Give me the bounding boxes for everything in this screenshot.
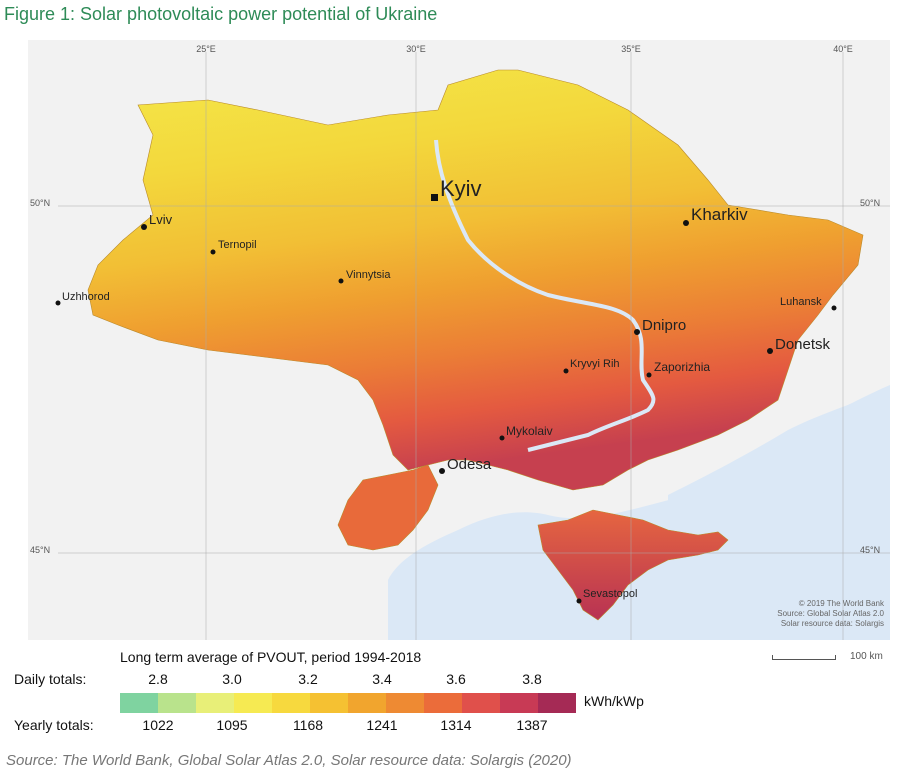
city-label-dnipro: Dnipro: [642, 317, 686, 334]
crimea: [537, 509, 729, 621]
daily-tick: 3.6: [446, 671, 466, 687]
city-label-vinnytsia: Vinnytsia: [346, 269, 391, 281]
city-label-uzhhorod: Uzhhorod: [62, 291, 110, 303]
yearly-tick: 1314: [440, 717, 472, 733]
budjak-region: [337, 464, 439, 551]
legend-title: Long term average of PVOUT, period 1994-…: [120, 649, 422, 665]
legend-swatch: [424, 693, 462, 713]
city-label-ternopil: Ternopil: [218, 239, 257, 251]
city-marker: [141, 224, 147, 230]
city-marker: [576, 598, 582, 604]
yearly-tick: 1241: [366, 717, 398, 733]
source-note: Source: The World Bank, Global Solar Atl…: [6, 752, 572, 769]
city-label-sevastopol: Sevastopol: [583, 588, 637, 600]
city-label-kryvyi-rih: Kryvyi Rih: [570, 358, 620, 370]
legend-swatch: [234, 693, 272, 713]
city-marker: [439, 468, 445, 474]
lon-label: 25°E: [196, 44, 216, 54]
scale-label: 100 km: [850, 651, 883, 662]
legend-swatch: [538, 693, 576, 713]
city-marker: [831, 305, 837, 311]
sea-of-azov: [668, 390, 890, 507]
daily-totals-label: Daily totals:: [14, 671, 87, 687]
lat-label-right: 45°N: [860, 545, 880, 555]
legend-swatch: [272, 693, 310, 713]
city-label-zaporizhia: Zaporizhia: [654, 360, 710, 374]
legend-swatch: [348, 693, 386, 713]
city-label-odesa: Odesa: [447, 456, 492, 473]
lon-label: 35°E: [621, 44, 641, 54]
city-label-mykolaiv: Mykolaiv: [506, 424, 553, 438]
legend-swatch: [120, 693, 158, 713]
lat-label-left: 45°N: [30, 545, 50, 555]
black-sea: [388, 385, 890, 640]
daily-tick: 2.8: [148, 671, 168, 687]
city-label-kharkiv: Kharkiv: [691, 205, 748, 224]
legend-swatch: [310, 693, 348, 713]
ukraine-mainland: [87, 69, 864, 491]
credit-line: © 2019 The World Bank: [799, 599, 885, 608]
city-marker: [55, 300, 61, 306]
city-marker: [210, 249, 216, 255]
legend: Long term average of PVOUT, period 1994-…: [0, 645, 900, 740]
figure-title: Figure 1: Solar photovoltaic power poten…: [4, 4, 438, 24]
city-marker: [767, 348, 773, 354]
city-label-luhansk: Luhansk: [780, 296, 822, 308]
city-marker: [683, 220, 689, 226]
legend-swatch: [158, 693, 196, 713]
yearly-tick: 1022: [142, 717, 174, 733]
legend-swatch: [462, 693, 500, 713]
yearly-tick: 1387: [516, 717, 548, 733]
legend-swatch: [196, 693, 234, 713]
yearly-tick: 1168: [292, 717, 324, 733]
lat-label-right: 50°N: [860, 198, 880, 208]
daily-tick: 3.8: [522, 671, 542, 687]
city-marker: [563, 368, 569, 374]
city-label-lviv: Lviv: [149, 212, 173, 227]
graticule: [58, 52, 890, 640]
daily-tick: 3.0: [222, 671, 242, 687]
city-marker: [499, 435, 505, 441]
city-marker: [634, 329, 640, 335]
yearly-totals-label: Yearly totals:: [14, 717, 94, 733]
credit-line: Source: Global Solar Atlas 2.0: [777, 609, 884, 618]
daily-tick: 3.2: [298, 671, 318, 687]
legend-swatch: [386, 693, 424, 713]
city-label-donetsk: Donetsk: [775, 336, 831, 353]
city-marker: [646, 372, 652, 378]
legend-unit: kWh/kWp: [584, 693, 644, 709]
scale-bar: [772, 655, 836, 660]
capital-marker: [431, 194, 438, 201]
solar-map: 25°E 30°E 35°E 40°E 50°N 45°N 50°N 45°N …: [28, 40, 890, 640]
lon-label: 40°E: [833, 44, 853, 54]
yearly-tick: 1095: [216, 717, 248, 733]
city-marker: [338, 278, 344, 284]
lat-label-left: 50°N: [30, 198, 50, 208]
credit-line: Solar resource data: Solargis: [781, 619, 884, 628]
lon-label: 30°E: [406, 44, 426, 54]
legend-swatch: [500, 693, 538, 713]
daily-tick: 3.4: [372, 671, 392, 687]
city-label-kyiv: Kyiv: [440, 176, 482, 201]
